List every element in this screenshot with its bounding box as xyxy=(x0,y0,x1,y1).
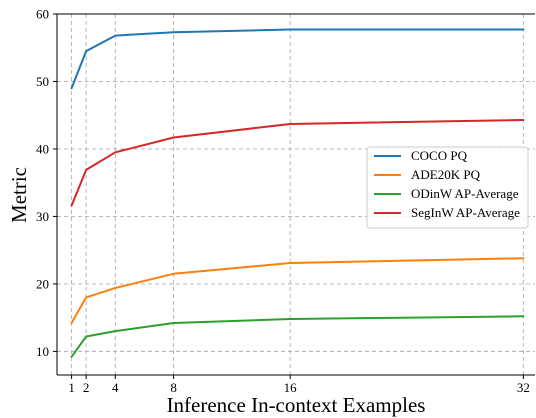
y-tick-label: 40 xyxy=(36,141,49,156)
legend-label: ODinW AP-Average xyxy=(411,186,519,201)
legend-label: ADE20K PQ xyxy=(411,167,481,182)
series-line-4 xyxy=(70,118,525,207)
y-tick-label: 20 xyxy=(36,276,49,291)
x-tick-label: 2 xyxy=(83,380,90,395)
series-lines xyxy=(70,28,525,358)
y-tick-label: 50 xyxy=(36,74,49,89)
y-tick-label: 10 xyxy=(36,344,49,359)
y-axis-label: Metric xyxy=(7,167,31,223)
legend-items: COCO PQ ADE20K PQ ODinW AP-Average SegInW A… xyxy=(374,148,520,220)
x-tick-label: 4 xyxy=(112,380,119,395)
x-ticks: 1 2 4 8 16 32 xyxy=(68,375,530,395)
legend-label: SegInW AP-Average xyxy=(411,205,520,220)
series-line-2 xyxy=(70,257,525,325)
x-tick-label: 1 xyxy=(68,380,75,395)
x-tick-label: 32 xyxy=(517,380,530,395)
legend-label: COCO PQ xyxy=(411,148,468,163)
axes xyxy=(56,13,535,376)
legend-box xyxy=(366,146,529,229)
x-tick-label: 16 xyxy=(284,380,298,395)
legend: COCO PQ ADE20K PQ ODinW AP-Average SegInW A… xyxy=(366,146,529,229)
series-line-3 xyxy=(70,315,525,358)
y-tick-label: 30 xyxy=(36,209,49,224)
y-tick-label: 60 xyxy=(36,7,49,22)
x-tick-label: 8 xyxy=(170,380,177,395)
series-line-1 xyxy=(70,28,525,90)
x-axis-label: Inference In-context Examples xyxy=(167,393,426,417)
y-ticks: 10 20 30 40 50 60 xyxy=(36,7,57,359)
